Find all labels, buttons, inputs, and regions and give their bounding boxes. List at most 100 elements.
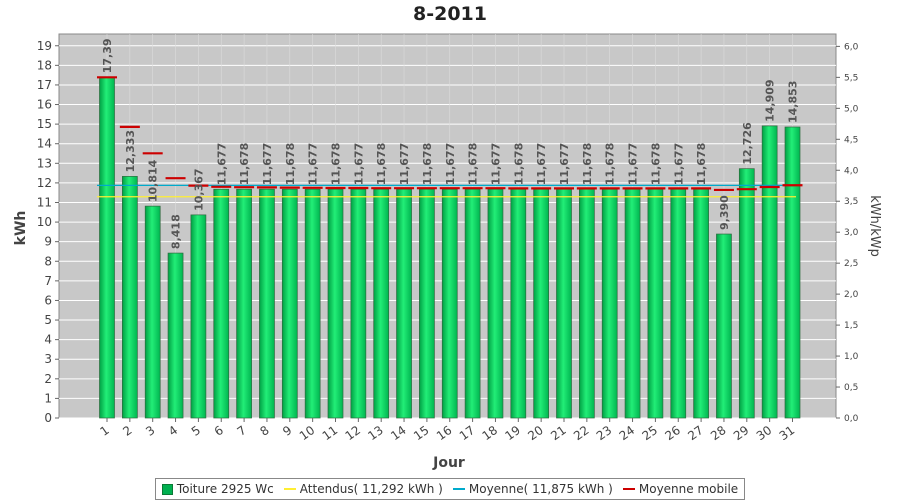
bar-value-label: 11,677 [489,143,502,185]
bar [213,188,230,419]
legend-label-attendus: Attendus( 11,292 kWh ) [299,482,443,496]
bar-value-label: 10,814 [147,159,160,202]
x-tick-label: 18 [480,423,501,443]
bar-value-label: 11,678 [330,143,343,185]
y-tick-label: 5 [44,313,52,327]
bar-value-label: 11,677 [261,143,274,185]
bar [144,205,161,419]
bar-value-label: 14,909 [764,79,777,121]
y-axis-label: kWh [13,211,29,246]
bar [784,126,801,419]
bar-value-label: 11,677 [558,143,571,185]
x-tick-label: 24 [617,423,638,443]
bar [578,188,595,419]
x-tick-label: 4 [166,423,180,439]
legend-swatch-moyenne [452,488,465,490]
bar [533,188,550,419]
y-tick-label: 13 [37,156,52,170]
bar-value-label: 11,677 [627,143,640,185]
x-tick-label: 28 [708,423,729,443]
bar [419,188,435,419]
y2-tick-label: 3,5 [844,197,858,207]
bar [259,188,275,419]
x-tick-label: 12 [343,423,364,443]
bar [190,214,207,419]
x-tick-label: 10 [297,423,318,443]
y2-tick-label: 5,5 [844,73,858,83]
bar [464,188,481,419]
bar [670,188,687,419]
y-tick-label: 7 [44,274,52,288]
bar-value-label: 11,678 [284,143,297,185]
bar [716,233,732,419]
bar-value-label: 17,39 [101,39,114,74]
bar-value-label: 11,678 [604,143,617,185]
legend: Toiture 2925 Wc Attendus( 11,292 kWh ) M… [0,478,900,500]
bar [761,125,778,419]
x-tick-label: 13 [365,423,386,443]
x-tick-label: 26 [662,423,683,443]
y-tick-label: 15 [37,117,52,131]
bar-value-label: 11,678 [238,143,251,185]
bar [281,188,298,419]
bar-value-labels: 17,39 12,333 10,814 8,418 10,367 11,677 11,678… [101,39,800,250]
x-tick-label: 14 [388,423,409,443]
y-tick-label: 12 [37,176,52,190]
y-tick-label: 16 [37,98,52,112]
y2-tick-label: 5,0 [844,104,859,114]
bar-value-label: 8,418 [170,214,183,249]
y-tick-label: 11 [37,195,52,209]
x-tick-label: 25 [640,423,661,443]
bar-value-label: 11,677 [535,143,548,185]
y2-tick-label: 1,5 [844,321,858,331]
bar [99,76,115,419]
bar-value-label: 12,726 [741,122,754,165]
y2-tick-label: 4,5 [844,135,858,145]
x-tick-label: 31 [777,423,798,443]
y-tick-label: 0 [44,411,52,425]
y2-axis: 0,0 0,5 1,0 1,5 2,0 2,5 3,0 3,5 4,0 4,5 5,0 5,5 6,0 [836,42,859,424]
y-tick-label: 6 [44,293,52,307]
y-tick-label: 18 [37,58,52,72]
x-tick-label: 27 [685,423,706,443]
y2-tick-label: 2,0 [844,290,859,300]
x-tick-label: 19 [502,423,523,443]
bar [167,252,184,419]
x-tick-label: 17 [457,423,478,443]
y2-tick-label: 2,5 [844,259,858,269]
y-tick-label: 2 [44,372,52,386]
y2-tick-label: 4,0 [844,166,859,176]
x-tick-label: 8 [257,423,271,439]
bar [373,188,390,419]
x-tick-label: 11 [320,423,341,443]
bar [556,188,572,419]
legend-swatch-attendus [283,488,296,490]
bar [304,188,321,419]
x-tick-label: 5 [189,423,203,439]
bar-value-label: 11,677 [352,143,365,185]
x-tick-label: 16 [434,423,455,443]
bar [601,188,618,419]
bar-value-label: 11,677 [444,143,457,185]
bar-value-label: 12,333 [124,130,137,172]
bar-value-label: 11,677 [398,143,411,185]
bar-value-label: 11,678 [375,143,388,185]
legend-label-moyenne-mobile: Moyenne mobile [638,482,739,496]
y-tick-label: 3 [44,352,52,366]
legend-swatch-moyenne-mobile [622,488,635,490]
y2-tick-label: 3,0 [844,228,859,238]
x-tick-label: 21 [548,423,569,443]
bar-value-label: 11,678 [467,143,480,185]
y-tick-label: 10 [37,215,52,229]
bar [236,188,252,419]
y-tick-label: 8 [44,254,52,268]
bar-value-label: 11,678 [581,143,594,185]
legend-item-attendus: Attendus( 11,292 kWh ) [283,482,443,496]
bar-value-label: 11,677 [672,143,685,185]
x-tick-label: 9 [280,423,294,439]
bar-value-label: 11,678 [512,143,525,185]
y-tick-label: 14 [37,137,52,151]
legend-label-moyenne: Moyenne( 11,875 kWh ) [468,482,613,496]
y2-axis-label: kWh/kWp [867,195,882,257]
